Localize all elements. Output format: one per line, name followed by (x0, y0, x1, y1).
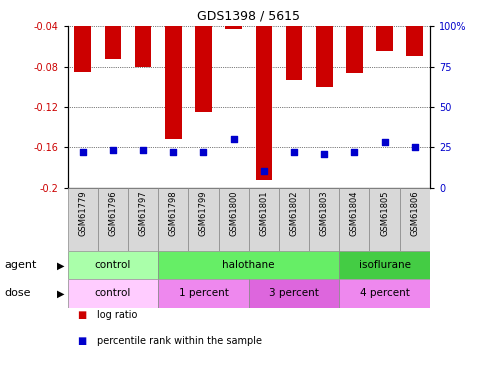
Text: control: control (95, 288, 131, 298)
Text: halothane: halothane (223, 260, 275, 270)
Text: ▶: ▶ (57, 288, 64, 298)
Bar (339, 279, 430, 308)
Text: agent: agent (5, 260, 37, 270)
Text: percentile rank within the sample: percentile rank within the sample (97, 336, 262, 346)
Text: ■: ■ (77, 310, 86, 320)
Text: control: control (95, 260, 131, 270)
Text: 1 percent: 1 percent (179, 288, 228, 298)
Text: GSM61801: GSM61801 (259, 190, 269, 236)
Bar (256, 26, 272, 180)
Text: GSM61806: GSM61806 (410, 190, 419, 236)
Text: GSM61779: GSM61779 (78, 190, 87, 236)
Text: dose: dose (5, 288, 31, 298)
Bar (369, 188, 400, 251)
Text: ■: ■ (77, 336, 86, 346)
Text: log ratio: log ratio (97, 310, 137, 320)
Bar (376, 26, 393, 51)
Bar (158, 251, 339, 279)
Text: GDS1398 / 5615: GDS1398 / 5615 (197, 9, 300, 22)
Point (139, 147, 147, 153)
Point (381, 140, 388, 146)
Bar (158, 279, 249, 308)
Bar (105, 26, 121, 58)
Point (170, 149, 177, 155)
Point (109, 147, 117, 153)
Bar (226, 26, 242, 29)
Bar (98, 188, 128, 251)
Bar (158, 188, 188, 251)
Bar (74, 26, 91, 72)
Bar (128, 188, 158, 251)
Bar (68, 188, 98, 251)
Bar (346, 26, 363, 73)
Bar (339, 188, 369, 251)
Bar (400, 188, 430, 251)
Bar (68, 251, 158, 279)
Bar (279, 188, 309, 251)
Text: GSM61800: GSM61800 (229, 190, 238, 236)
Bar (165, 26, 182, 139)
Bar (188, 188, 219, 251)
Text: GSM61796: GSM61796 (108, 190, 117, 236)
Text: GSM61799: GSM61799 (199, 190, 208, 236)
Point (351, 149, 358, 155)
Point (290, 149, 298, 155)
Bar (407, 26, 423, 57)
Text: GSM61798: GSM61798 (169, 190, 178, 236)
Text: 4 percent: 4 percent (360, 288, 410, 298)
Bar (68, 279, 158, 308)
Point (79, 149, 86, 155)
Bar (219, 188, 249, 251)
Bar (135, 26, 151, 67)
Point (320, 151, 328, 157)
Point (230, 136, 238, 142)
Text: ▶: ▶ (57, 260, 64, 270)
Text: GSM61797: GSM61797 (139, 190, 148, 236)
Point (411, 144, 419, 150)
Bar (249, 188, 279, 251)
Text: GSM61803: GSM61803 (320, 190, 329, 236)
Bar (195, 26, 212, 112)
Bar (249, 279, 339, 308)
Point (199, 149, 207, 155)
Text: GSM61804: GSM61804 (350, 190, 359, 236)
Bar (309, 188, 339, 251)
Text: GSM61805: GSM61805 (380, 190, 389, 236)
Text: 3 percent: 3 percent (269, 288, 319, 298)
Point (260, 168, 268, 174)
Text: GSM61802: GSM61802 (289, 190, 298, 236)
Bar (339, 251, 430, 279)
Text: isoflurane: isoflurane (358, 260, 411, 270)
Bar (316, 26, 332, 87)
Bar (286, 26, 302, 80)
